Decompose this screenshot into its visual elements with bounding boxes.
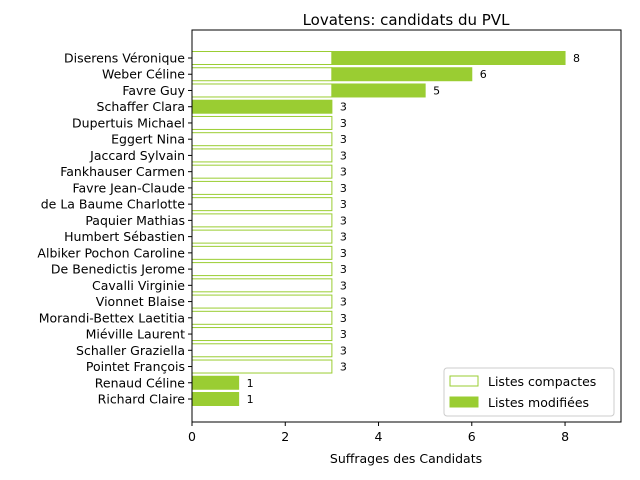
legend-label-modifiees: Listes modifiées [488,395,589,410]
value-label: 3 [340,198,347,211]
bar-compactes [191,278,333,293]
bar-modifiees [191,375,240,390]
legend-swatch-compactes [449,375,479,387]
value-label: 8 [573,52,580,65]
legend-swatch-modifiees [449,396,479,408]
bar-compactes [191,327,333,342]
bar-compactes [191,164,333,179]
y-tick-label: Miéville Laurent [86,327,185,342]
bar-compactes [191,115,333,130]
bar-compactes [191,197,333,212]
bar-compactes [191,343,333,358]
y-tick-label: Jaccard Sylvain [89,148,185,163]
x-tick-label: 6 [468,429,476,444]
value-label: 3 [340,361,347,374]
bar-compactes [191,310,333,325]
y-tick-label: Weber Céline [102,67,185,82]
plot-frame [191,29,622,423]
value-label: 3 [340,344,347,357]
bar-compactes [191,359,333,374]
legend: Listes compactes Listes modifiées [443,367,615,417]
value-label: 3 [340,296,347,309]
y-tick-label: Morandi-Bettex Laetitia [39,310,185,325]
value-label: 3 [340,166,347,179]
x-axis-label: Suffrages des Candidats [330,451,482,466]
value-label: 3 [340,149,347,162]
bar-compactes [191,245,333,260]
y-tick-label: Schaffer Clara [97,99,185,114]
x-axis: 0 2 4 6 8 [188,422,569,444]
y-tick-label: Dupertuis Michael [72,115,185,130]
value-label: 5 [433,84,440,97]
x-tick-label: 8 [561,429,569,444]
bar-compactes [191,83,333,98]
value-label: 3 [340,247,347,260]
bar-modifiees [191,392,240,406]
value-label: 3 [340,101,347,114]
y-tick-label: Pointet François [86,359,185,374]
value-label: 3 [340,214,347,227]
bar-compactes [191,132,333,147]
bar-modifiees [331,83,426,98]
y-tick-label: De Benedictis Jerome [51,262,185,277]
y-tick-label: Diserens Véronique [64,51,185,66]
y-tick-label: Richard Claire [98,392,186,407]
y-tick-label: Eggert Nina [111,132,185,147]
value-label: 1 [247,393,254,406]
bar-compactes [191,213,333,228]
y-tick-label: Renaud Céline [95,375,186,390]
value-label: 3 [340,231,347,244]
bar-compactes [191,262,333,277]
value-label: 6 [480,68,487,81]
y-tick-label: Vionnet Blaise [96,294,186,309]
legend-label-compactes: Listes compactes [488,374,596,389]
bar-modifiees [331,67,473,82]
bar-compactes [191,229,333,244]
value-label: 3 [340,312,347,325]
y-tick-label: Cavalli Virginie [92,278,185,293]
y-tick-label: Favre Jean-Claude [72,180,185,195]
y-tick-label: de La Baume Charlotte [41,197,186,212]
value-label: 3 [340,279,347,292]
y-tick-label: Schaller Graziella [76,343,185,358]
y-tick-label: Albiker Pochon Caroline [37,245,185,260]
y-tick-label: Humbert Sébastien [64,229,185,244]
x-tick-label: 0 [188,429,196,444]
value-label: 3 [340,133,347,146]
value-label: 3 [340,117,347,130]
value-label: 3 [340,263,347,276]
x-tick-label: 4 [375,429,383,444]
bars-group [191,51,566,406]
bar-compactes [191,180,333,195]
value-label: 3 [340,328,347,341]
legend-box [443,367,615,417]
x-tick-label: 2 [281,429,289,444]
value-labels-group: 8 6 5 3 3 3 3 3 3 3 3 3 3 3 3 3 3 3 3 3 1 1 [247,52,580,406]
bar-compactes [191,51,333,65]
chart-title: Lovatens: candidats du PVL [303,11,511,29]
value-label: 3 [340,182,347,195]
bar-modifiees [331,51,566,65]
y-tick-label: Paquier Mathias [85,213,185,228]
bar-compactes [191,67,333,82]
bar-compactes [191,148,333,163]
y-tick-label: Fankhauser Carmen [60,164,185,179]
y-tick-label: Favre Guy [122,83,185,98]
bar-compactes [191,294,333,309]
value-label: 1 [247,377,254,390]
bar-modifiees [191,99,333,114]
